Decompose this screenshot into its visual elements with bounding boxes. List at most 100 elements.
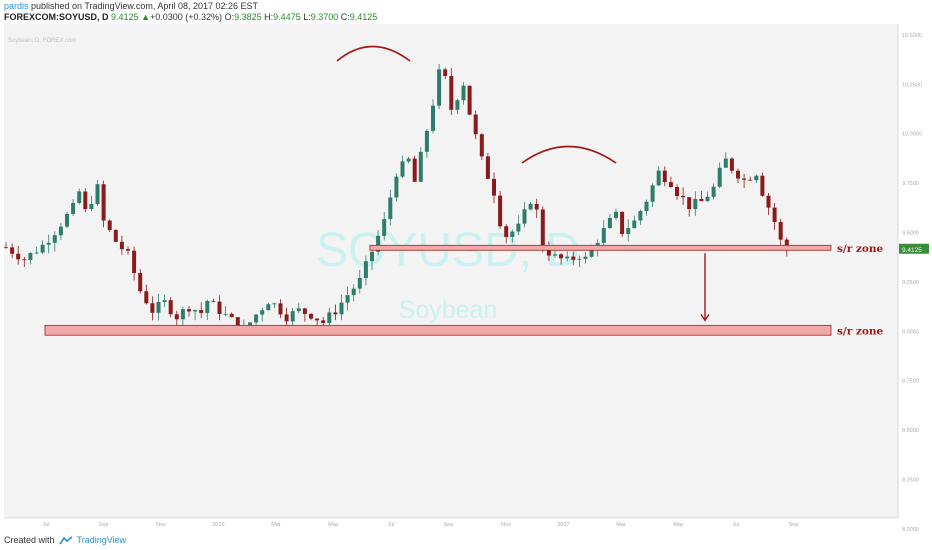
candle-body bbox=[272, 303, 277, 305]
author-link[interactable]: pardis bbox=[4, 1, 29, 11]
y-tick-label: 8.2500 bbox=[902, 477, 919, 483]
last-price-badge-text: 9.4125 bbox=[902, 247, 922, 254]
candle bbox=[687, 197, 692, 217]
ohlc-line: FOREXCOM:SOYUSD, D 9.4125 ▲+0.0300 (+0.3… bbox=[4, 12, 928, 23]
x-tick-label: 2016 bbox=[212, 522, 224, 528]
sr-zone-box bbox=[369, 244, 832, 251]
candle-body bbox=[211, 300, 216, 302]
candle bbox=[729, 157, 734, 174]
x-tick-label: Nov bbox=[156, 522, 166, 528]
x-tick-label: 2017 bbox=[557, 522, 569, 528]
candle-body bbox=[711, 186, 716, 197]
y-tick-label: 8.5000 bbox=[902, 428, 919, 434]
publish-info: published on TradingView.com, April 08, … bbox=[28, 1, 258, 11]
candle bbox=[443, 67, 448, 80]
candle bbox=[138, 269, 143, 294]
candle bbox=[113, 229, 118, 243]
candle-body bbox=[437, 69, 442, 106]
candle-body bbox=[784, 239, 789, 250]
close-label: C: bbox=[340, 12, 350, 22]
candle-body bbox=[632, 220, 637, 229]
sr-zone: s/r zone bbox=[44, 324, 884, 337]
candle bbox=[10, 243, 15, 259]
candle-body bbox=[95, 184, 100, 205]
candle-body bbox=[89, 204, 94, 210]
candle-body bbox=[699, 198, 704, 202]
candle-body bbox=[614, 211, 618, 219]
candle bbox=[681, 187, 686, 205]
candle bbox=[711, 183, 716, 200]
candle-body bbox=[205, 300, 210, 313]
candle bbox=[638, 209, 643, 225]
change-up-icon: ▲ bbox=[141, 12, 150, 22]
x-tick-label: Sep bbox=[789, 522, 799, 528]
candle-body bbox=[71, 202, 76, 214]
candle-body bbox=[126, 249, 130, 251]
candle bbox=[65, 211, 69, 229]
last-price: 9.4125 bbox=[111, 12, 139, 22]
candle-body bbox=[522, 209, 527, 224]
y-tick-label: 8.0000 bbox=[902, 527, 919, 532]
candle-body bbox=[589, 248, 594, 257]
candle-body bbox=[229, 313, 234, 318]
tradingview-brand[interactable]: TradingView bbox=[76, 535, 127, 545]
y-tick-label: 8.7500 bbox=[902, 379, 919, 385]
top-arc bbox=[521, 145, 617, 164]
candle-body bbox=[309, 313, 313, 319]
source-label: Soybean, D, FOREX.com bbox=[8, 38, 76, 44]
candle-body bbox=[675, 186, 679, 197]
x-tick-label: May bbox=[328, 522, 339, 528]
candle bbox=[95, 180, 100, 207]
candle bbox=[675, 184, 679, 200]
candle-body bbox=[40, 244, 45, 253]
candle-body bbox=[479, 134, 484, 157]
candle bbox=[302, 307, 307, 322]
candle bbox=[571, 251, 576, 265]
candle-body bbox=[132, 250, 137, 274]
candle bbox=[211, 298, 216, 302]
candle bbox=[150, 296, 155, 321]
top-arc bbox=[336, 45, 411, 62]
candle bbox=[168, 297, 173, 318]
candle bbox=[534, 198, 539, 219]
candle-body bbox=[760, 175, 765, 196]
candle-body bbox=[772, 207, 777, 222]
candle bbox=[485, 152, 490, 180]
candle bbox=[144, 284, 149, 305]
high-value: 9.4475 bbox=[273, 12, 301, 22]
candle-body bbox=[235, 317, 240, 330]
candle bbox=[278, 299, 283, 319]
candle bbox=[614, 208, 618, 221]
candle bbox=[760, 172, 765, 197]
candle-body bbox=[528, 203, 533, 210]
candle bbox=[388, 189, 393, 226]
candle-body bbox=[705, 196, 710, 202]
candle bbox=[217, 295, 222, 321]
symbol-label[interactable]: FOREXCOM:SOYUSD, D bbox=[4, 12, 109, 22]
candle bbox=[309, 313, 313, 321]
candle bbox=[180, 306, 185, 328]
x-tick-label: Jul bbox=[732, 522, 739, 528]
candle-body bbox=[46, 242, 51, 245]
candle-body bbox=[687, 197, 692, 210]
candle-body bbox=[534, 203, 539, 210]
candle-body bbox=[620, 211, 625, 235]
candle-body bbox=[559, 254, 564, 259]
candle bbox=[510, 229, 515, 243]
chart-header: pardis published on TradingView.com, Apr… bbox=[4, 1, 928, 23]
candle-body bbox=[431, 105, 435, 131]
candle-body bbox=[248, 322, 252, 328]
price-chart[interactable]: 10.5000 10.2500 10.0000 9.7500 9.5000 9.2500 9… bbox=[0, 22, 932, 532]
y-tick-label: 9.0000 bbox=[902, 329, 919, 335]
candle-body bbox=[150, 303, 155, 313]
x-tick-label: Mar bbox=[616, 522, 626, 528]
x-tick-label: Jul bbox=[42, 522, 49, 528]
candle-body bbox=[577, 258, 582, 260]
created-with-label: Created with bbox=[4, 535, 55, 545]
candle-body bbox=[778, 221, 783, 240]
candle bbox=[632, 215, 637, 229]
candle bbox=[473, 110, 478, 140]
candle-body bbox=[693, 198, 698, 210]
candle bbox=[748, 176, 753, 181]
candle-body bbox=[107, 220, 112, 230]
